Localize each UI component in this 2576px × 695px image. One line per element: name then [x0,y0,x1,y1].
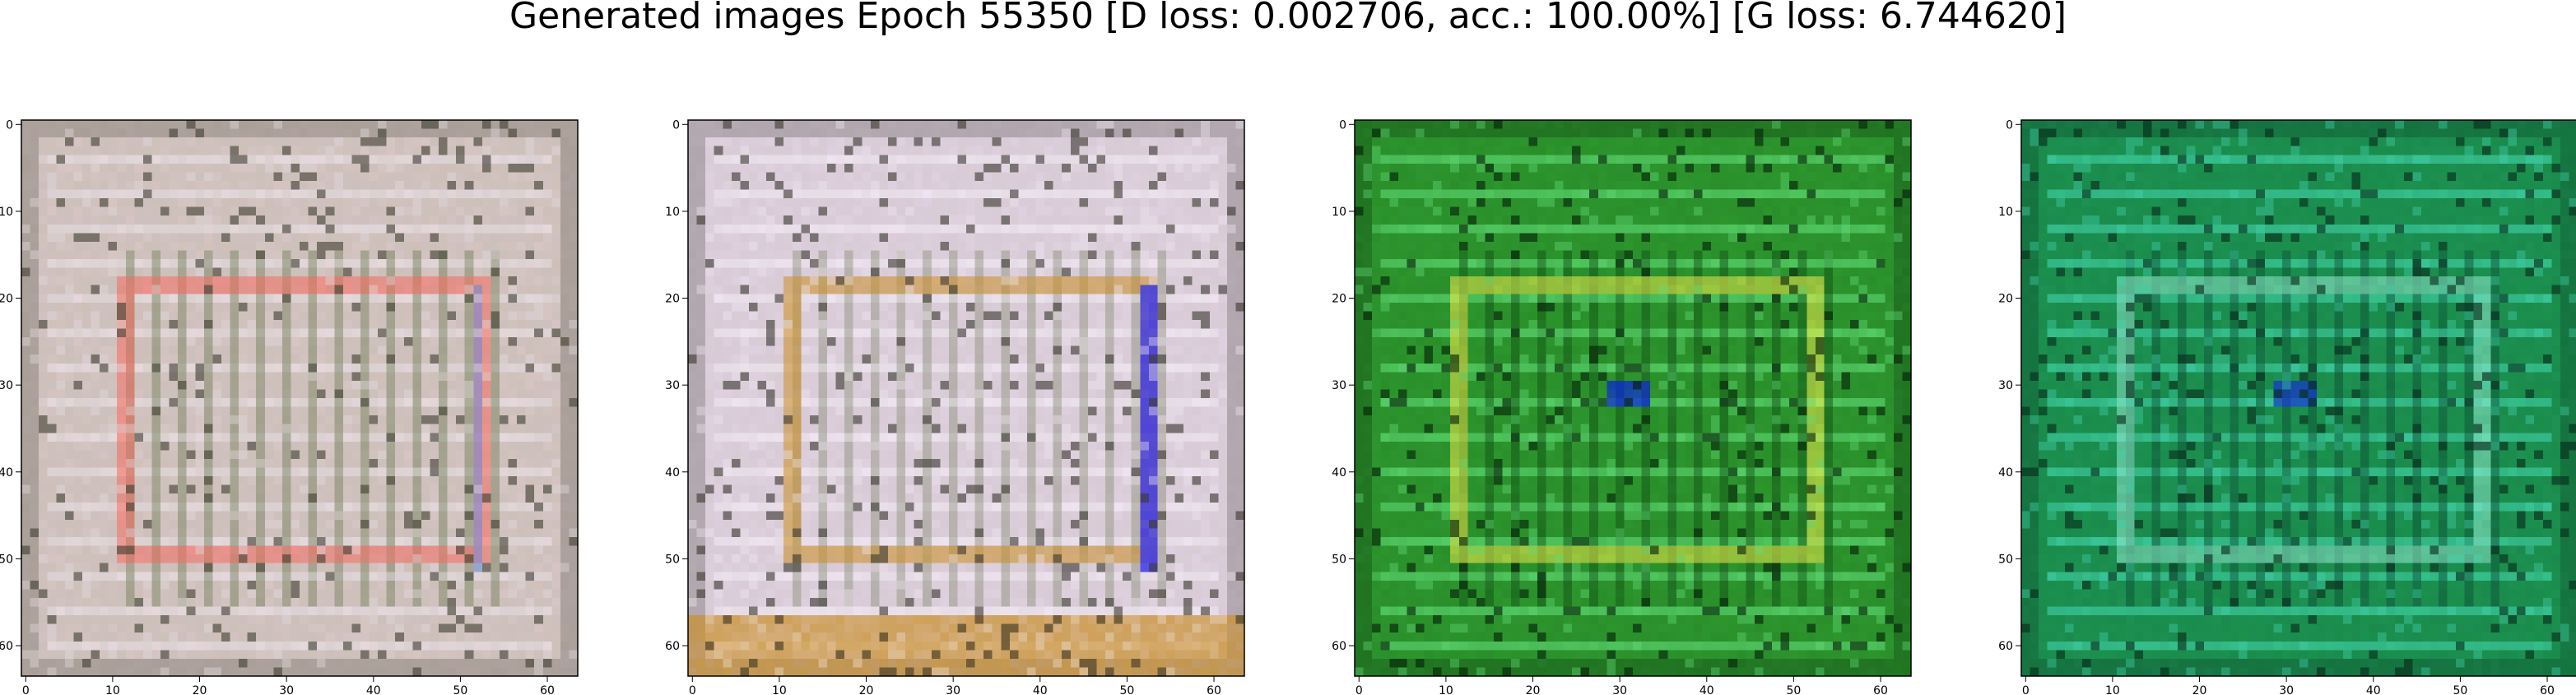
generated-image-panel-2: 0 10 20 30 40 50 60 0 10 20 30 40 50 60 [665,115,1245,695]
y-tick-label: 30 [0,379,13,392]
y-tick-label: 10 [665,206,680,219]
axes-frame [2020,119,2576,677]
generated-image-panel-4: 0 10 20 30 40 50 60 0 10 20 30 40 50 60 [1998,115,2576,695]
y-tick-label: 10 [1332,206,1346,219]
figure-title: Generated images Epoch 55350 [D loss: 0.… [509,0,2067,37]
y-tick-label: 40 [665,466,680,480]
x-tick-label: 50 [2453,684,2467,695]
x-tick-label: 60 [1207,684,1221,695]
image-axes-1: 0 10 20 30 40 50 60 0 10 20 30 40 50 60 [0,118,579,695]
x-tick-label: 50 [1119,684,1134,695]
y-tick-label: 60 [1998,640,2013,653]
x-tick-label: 40 [366,684,381,695]
y-tick-label: 0 [672,118,680,132]
generated-image-panel-1: 0 10 20 30 40 50 60 0 10 20 30 40 50 60 [0,115,579,695]
x-tick-label: 20 [859,684,874,695]
x-tick-label: 60 [540,684,555,695]
x-tick-label: 30 [946,684,960,695]
y-tick-label: 0 [6,118,13,132]
generated-image-pixels [21,120,579,677]
x-tick-label: 0 [689,684,696,695]
x-tick-label: 10 [1439,684,1453,695]
x-tick-label: 40 [2366,684,2381,695]
y-tick-label: 50 [1998,553,2013,566]
x-tick-label: 10 [772,684,787,695]
y-tick-label: 30 [665,379,680,392]
y-tick-label: 50 [665,553,680,566]
axes-frame [687,119,1245,677]
y-tick-label: 10 [1998,206,2013,219]
y-tick-label: 20 [0,293,13,306]
x-tick-label: 0 [1355,684,1363,695]
generated-image-panel-3: 0 10 20 30 40 50 60 0 10 20 30 40 50 60 [1332,115,1912,695]
x-tick-label: 30 [279,684,294,695]
y-tick-label: 50 [0,553,13,566]
x-tick-label: 20 [193,684,207,695]
x-tick-label: 10 [2105,684,2120,695]
y-tick-label: 30 [1998,379,2013,392]
y-tick-label: 0 [1339,118,1346,132]
x-tick-label: 0 [2022,684,2030,695]
x-tick-label: 30 [2279,684,2294,695]
x-tick-label: 40 [1033,684,1048,695]
y-tick-label: 20 [665,293,680,306]
y-tick-label: 30 [1332,379,1346,392]
generated-image-pixels [688,120,1245,677]
x-tick-label: 50 [453,684,467,695]
x-tick-label: 40 [1700,684,1714,695]
y-tick-label: 60 [665,640,680,653]
axes-frame [21,119,579,677]
y-tick-label: 60 [0,640,13,653]
x-tick-label: 60 [1873,684,1888,695]
y-tick-label: 20 [1998,293,2013,306]
x-tick-label: 60 [2540,684,2555,695]
y-tick-label: 40 [0,466,13,480]
y-tick-label: 40 [1998,466,2013,480]
generated-image-pixels [2021,120,2576,677]
image-axes-3: 0 10 20 30 40 50 60 0 10 20 30 40 50 60 [1332,118,1912,695]
y-tick-label: 60 [1332,640,1346,653]
x-tick-label: 10 [105,684,120,695]
y-tick-label: 0 [2006,118,2013,132]
y-tick-label: 20 [1332,293,1346,306]
axes-frame [1354,119,1912,677]
y-tick-label: 10 [0,206,13,219]
image-axes-2: 0 10 20 30 40 50 60 0 10 20 30 40 50 60 [665,118,1245,695]
y-tick-label: 50 [1332,553,1346,566]
y-tick-label: 40 [1332,466,1346,480]
x-tick-label: 20 [2192,684,2207,695]
x-tick-label: 0 [22,684,30,695]
x-tick-label: 50 [1786,684,1801,695]
image-axes-4: 0 10 20 30 40 50 60 0 10 20 30 40 50 60 [1998,118,2576,695]
x-tick-label: 20 [1526,684,1541,695]
x-tick-label: 30 [1612,684,1627,695]
generated-image-pixels [1355,120,1912,677]
